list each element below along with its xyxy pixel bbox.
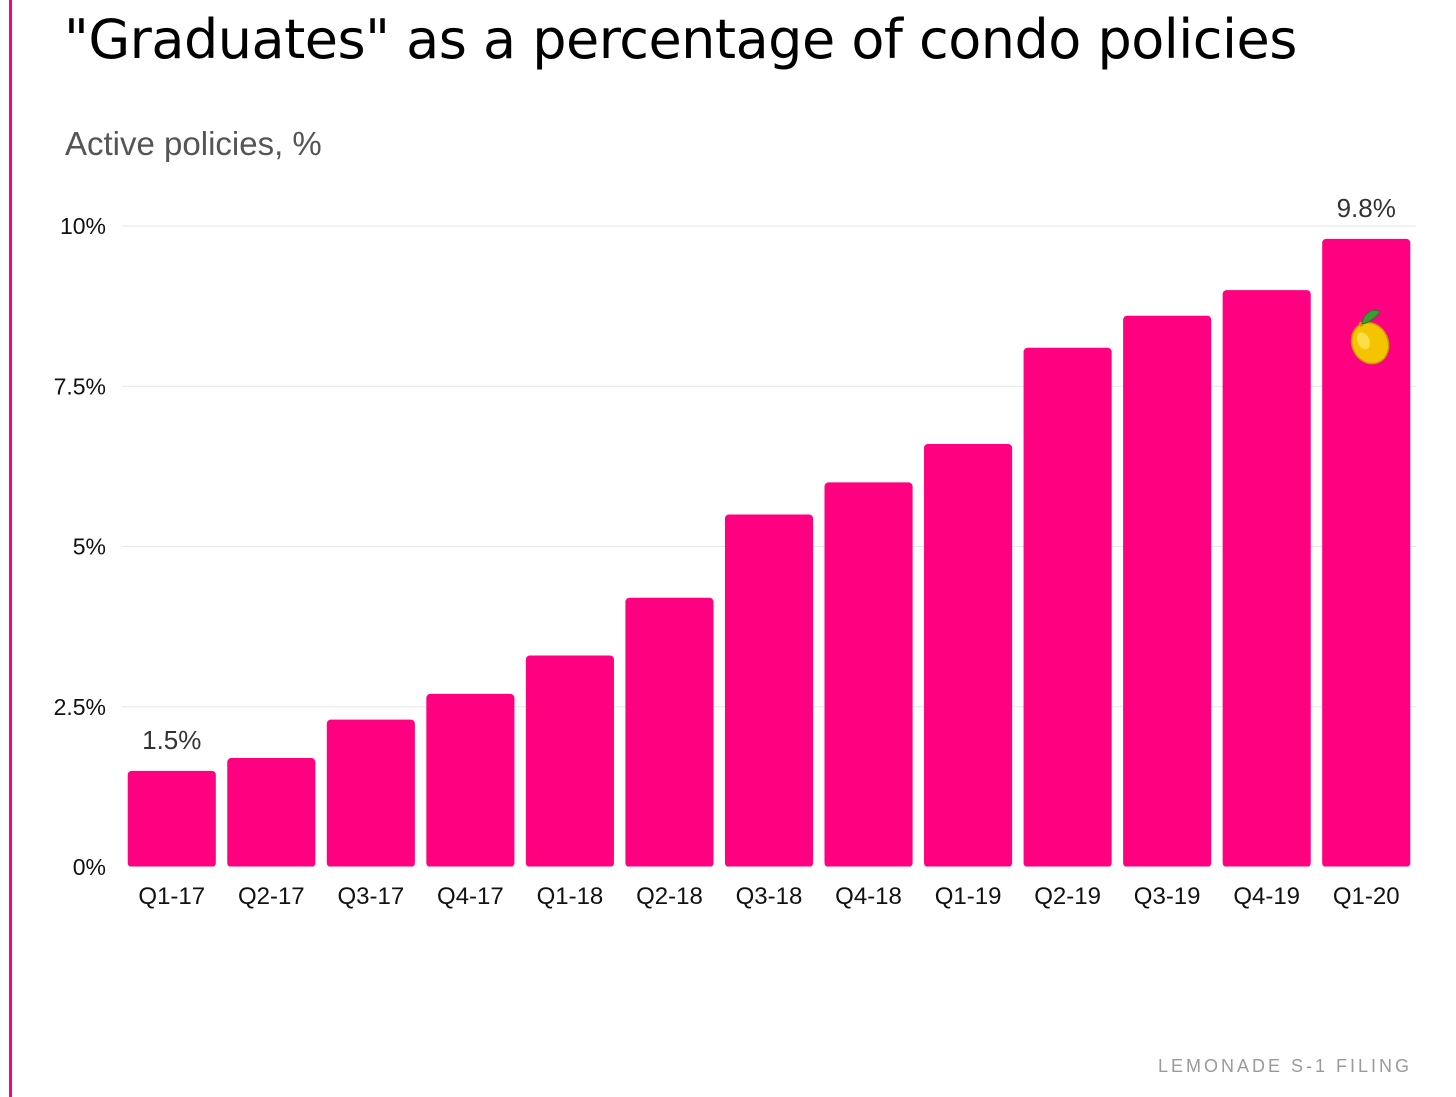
source-note: LEMONADE S-1 FILING bbox=[1157, 1056, 1412, 1076]
bar bbox=[227, 758, 316, 867]
bar bbox=[1222, 290, 1311, 868]
bar bbox=[824, 482, 913, 867]
bar bbox=[127, 770, 216, 867]
x-tick-label: Q2-17 bbox=[238, 883, 305, 910]
x-tick-label: Q4-17 bbox=[437, 883, 504, 910]
bar bbox=[724, 514, 814, 867]
bar bbox=[525, 655, 614, 867]
lemon-icon bbox=[1350, 309, 1390, 365]
data-label: 1.5% bbox=[142, 725, 201, 755]
x-tick-label: Q1-18 bbox=[537, 883, 604, 910]
accent-rule bbox=[9, 0, 12, 1097]
y-tick-label: 2.5% bbox=[54, 694, 106, 720]
chart-subtitle: Active policies, % bbox=[65, 125, 322, 162]
bar bbox=[625, 597, 714, 867]
x-tick-label: Q3-19 bbox=[1134, 883, 1201, 910]
x-tick-label: Q4-19 bbox=[1233, 883, 1300, 910]
bar bbox=[1123, 315, 1212, 867]
bar bbox=[924, 443, 1013, 867]
bar bbox=[1023, 347, 1112, 867]
x-tick-label: Q1-20 bbox=[1333, 883, 1400, 910]
bar bbox=[326, 719, 415, 867]
x-tick-label: Q2-18 bbox=[636, 883, 703, 910]
y-tick-label: 7.5% bbox=[54, 373, 106, 399]
x-tick-label: Q4-18 bbox=[835, 883, 902, 910]
chart-title: "Graduates" as a percentage of condo pol… bbox=[64, 8, 1297, 71]
bar bbox=[426, 693, 515, 867]
x-tick-label: Q3-17 bbox=[337, 883, 404, 910]
x-tick-label: Q1-19 bbox=[935, 883, 1002, 910]
y-tick-label: 10% bbox=[60, 213, 106, 239]
x-tick-label: Q2-19 bbox=[1034, 883, 1101, 910]
y-tick-label: 0% bbox=[73, 854, 106, 880]
data-label: 9.8% bbox=[1337, 193, 1396, 223]
x-tick-label: Q1-17 bbox=[138, 883, 205, 910]
x-tick-label: Q3-18 bbox=[736, 883, 803, 910]
y-tick-label: 5% bbox=[73, 534, 106, 560]
bar bbox=[1322, 238, 1411, 867]
